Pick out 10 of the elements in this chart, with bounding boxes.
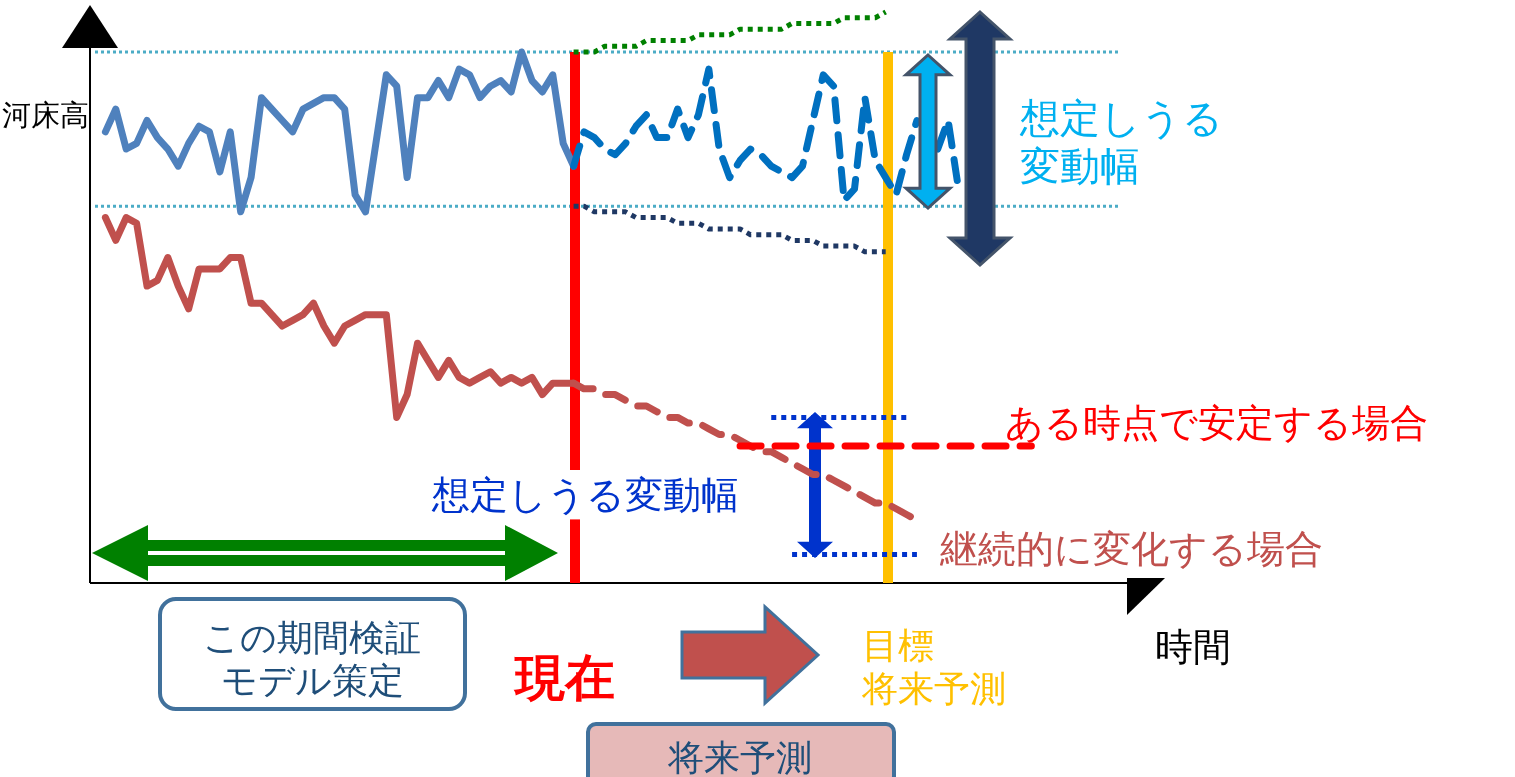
text: 将来予測 [667,737,812,777]
y-axis-title: 河床高 [2,98,89,132]
x-axis-title: 時間 [1155,625,1231,669]
annotation: 想定しうる変動幅 [431,473,739,517]
text: 現在 [513,649,615,707]
annotation: 継続的に変化する場合 [939,527,1323,571]
text: この期間検証モデル策定 [203,617,421,702]
text: 目標将来予測 [861,625,1006,710]
annotation: ある時点で安定する場合 [1005,401,1428,445]
annotation: 想定しうる変動幅 [1019,95,1223,189]
